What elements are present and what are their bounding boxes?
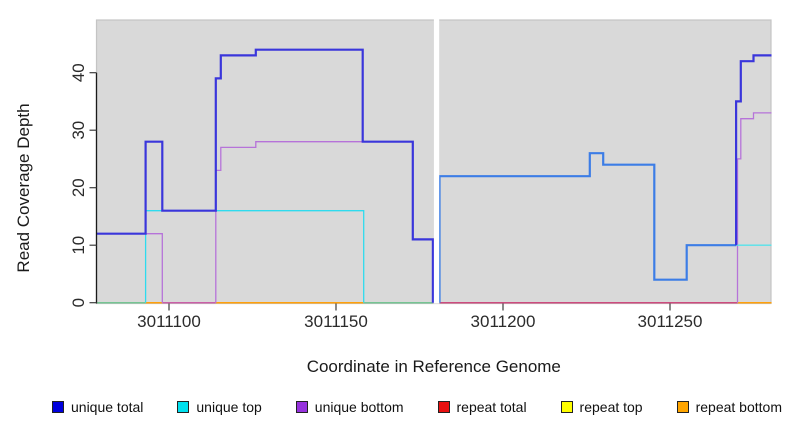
y-tick-label: 0 bbox=[69, 298, 88, 307]
legend-item-repeat-bottom: repeat bottom bbox=[676, 399, 782, 415]
legend: unique total unique top unique bottom re… bbox=[52, 396, 782, 418]
legend-item-label: repeat total bbox=[456, 399, 527, 415]
unique-top-left-line bbox=[144, 210, 365, 303]
legend-item-label: repeat bottom bbox=[695, 399, 782, 415]
legend-swatch bbox=[437, 401, 450, 413]
y-axis-title: Read Coverage Depth bbox=[14, 103, 33, 272]
unique-bottom-right-line bbox=[736, 112, 772, 303]
coverage-chart: 3011100 3011150 3011200 3011250 0 10 20 30 40 R… bbox=[14, 12, 772, 376]
y-tick-label: 20 bbox=[69, 178, 88, 197]
x-tick-label: 3011100 bbox=[137, 312, 201, 331]
legend-item-unique-bottom: unique bottom bbox=[295, 399, 404, 415]
unique-total-left-line bbox=[96, 48, 434, 303]
legend-item-label: unique top bbox=[196, 399, 262, 415]
legend-item-label: unique bottom bbox=[314, 399, 404, 415]
legend-swatch bbox=[177, 401, 190, 413]
legend-swatch bbox=[676, 401, 689, 413]
y-tick-label: 10 bbox=[69, 236, 88, 255]
legend-item-repeat-total: repeat total bbox=[437, 399, 527, 415]
legend-item-label: repeat top bbox=[579, 399, 643, 415]
series-lines bbox=[96, 48, 772, 303]
legend-item-unique-top: unique top bbox=[177, 399, 262, 415]
x-axis-title: Coordinate in Reference Genome bbox=[307, 357, 561, 376]
x-tick-label: 3011250 bbox=[638, 312, 703, 331]
legend-swatch bbox=[295, 401, 308, 413]
legend-item-repeat-top: repeat top bbox=[560, 399, 643, 415]
y-tick-label: 30 bbox=[69, 121, 88, 140]
x-tick-label: 3011150 bbox=[304, 312, 368, 331]
x-tick-label: 3011200 bbox=[471, 312, 536, 331]
legend-item-label: unique total bbox=[71, 399, 144, 415]
y-tick-label: 40 bbox=[69, 63, 88, 82]
unique-total-right-pale-line bbox=[438, 152, 737, 303]
unique-total-right-dark-line bbox=[734, 54, 772, 246]
x-axis-ticks: 3011100 3011150 3011200 3011250 bbox=[137, 303, 703, 331]
legend-item-unique-total: unique total bbox=[52, 399, 143, 415]
legend-swatch bbox=[52, 401, 64, 413]
legend-swatch bbox=[560, 401, 573, 413]
coverage-gap-band bbox=[433, 12, 440, 304]
y-axis-ticks: 0 10 20 30 40 bbox=[69, 63, 97, 307]
